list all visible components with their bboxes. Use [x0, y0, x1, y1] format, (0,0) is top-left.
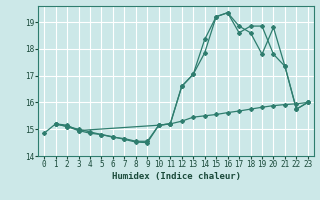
X-axis label: Humidex (Indice chaleur): Humidex (Indice chaleur): [111, 172, 241, 181]
